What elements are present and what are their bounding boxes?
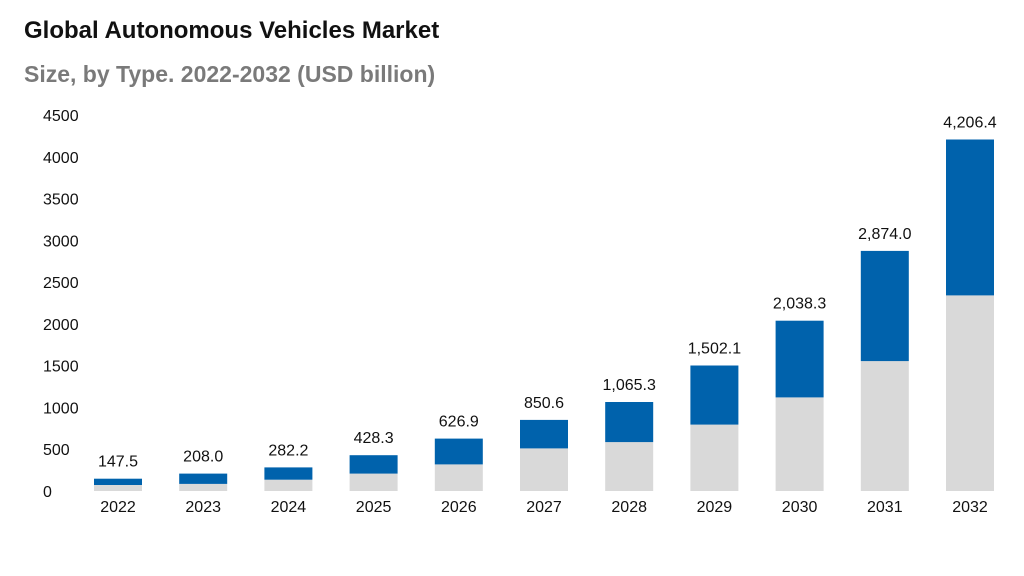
total-label: 147.5 [98, 454, 138, 471]
total-label: 1,065.3 [603, 377, 656, 394]
bar-segment-2 [520, 419, 568, 449]
bars [94, 139, 994, 491]
bar-segment-2 [860, 250, 909, 362]
x-tick-label: 2026 [441, 499, 477, 516]
bar-segment-2 [349, 455, 398, 474]
bar-segment-1 [690, 424, 739, 491]
y-tick-label: 4000 [43, 150, 79, 167]
bar-segment-1 [860, 361, 909, 491]
x-tick-label: 2031 [867, 499, 903, 516]
x-tick-label: 2027 [526, 499, 562, 516]
total-labels: 147.5 208.0 282.2 428.3 626.9 850.6 1,065.3 1,5… [98, 115, 997, 471]
y-tick-label: 0 [43, 484, 52, 501]
x-tick-label: 2029 [697, 499, 733, 516]
x-axis: 2022 2023 2024 2025 2026 2027 2028 2029 2030 2031… [100, 499, 988, 516]
total-label: 4,206.4 [943, 115, 996, 132]
bar-segment-2 [94, 478, 142, 485]
bar-segment-1 [179, 483, 228, 491]
total-label: 850.6 [524, 395, 564, 412]
x-tick-label: 2024 [271, 499, 307, 516]
y-tick-label: 2000 [43, 317, 79, 334]
y-tick-label: 1000 [43, 400, 79, 417]
x-tick-label: 2032 [952, 499, 988, 516]
y-tick-label: 2500 [43, 275, 79, 292]
bar-segment-1 [349, 473, 398, 491]
bar-segment-2 [264, 467, 313, 480]
total-label: 1,502.1 [688, 341, 741, 358]
y-tick-label: 1500 [43, 359, 79, 376]
x-tick-label: 2030 [782, 499, 818, 516]
y-tick-label: 3000 [43, 233, 79, 250]
x-tick-label: 2028 [611, 499, 647, 516]
bar-segment-2 [775, 320, 824, 398]
total-label: 626.9 [439, 414, 479, 431]
bar-segment-2 [434, 438, 483, 465]
total-label: 428.3 [354, 430, 394, 447]
x-tick-label: 2025 [356, 499, 392, 516]
bar-segment-2 [605, 402, 654, 443]
total-label: 2,038.3 [773, 296, 826, 313]
y-tick-label: 500 [43, 442, 70, 459]
bar-segment-1 [520, 448, 568, 491]
chart-title: Global Autonomous Vehicles Market [24, 17, 440, 44]
chart-subtitle: Size, by Type. 2022-2032 (USD billion) [24, 61, 436, 87]
total-label: 208.0 [183, 449, 223, 466]
total-label: 282.2 [268, 442, 308, 459]
bar-segment-1 [946, 295, 994, 491]
bar-segment-2 [946, 139, 994, 296]
bar-segment-2 [690, 365, 739, 425]
bar-segment-2 [179, 473, 228, 484]
bar-segment-1 [264, 479, 313, 491]
x-tick-label: 2023 [185, 499, 221, 516]
y-tick-label: 3500 [43, 192, 79, 209]
y-axis: 0 500 1000 1500 2000 2500 3000 3500 4000 4500 [43, 108, 79, 501]
bar-segment-1 [775, 397, 824, 491]
bar-segment-1 [605, 442, 654, 491]
y-tick-label: 4500 [43, 108, 79, 125]
bar-segment-1 [434, 464, 483, 491]
total-label: 2,874.0 [858, 226, 911, 243]
x-tick-label: 2022 [100, 499, 136, 516]
bar-segment-1 [94, 485, 142, 491]
